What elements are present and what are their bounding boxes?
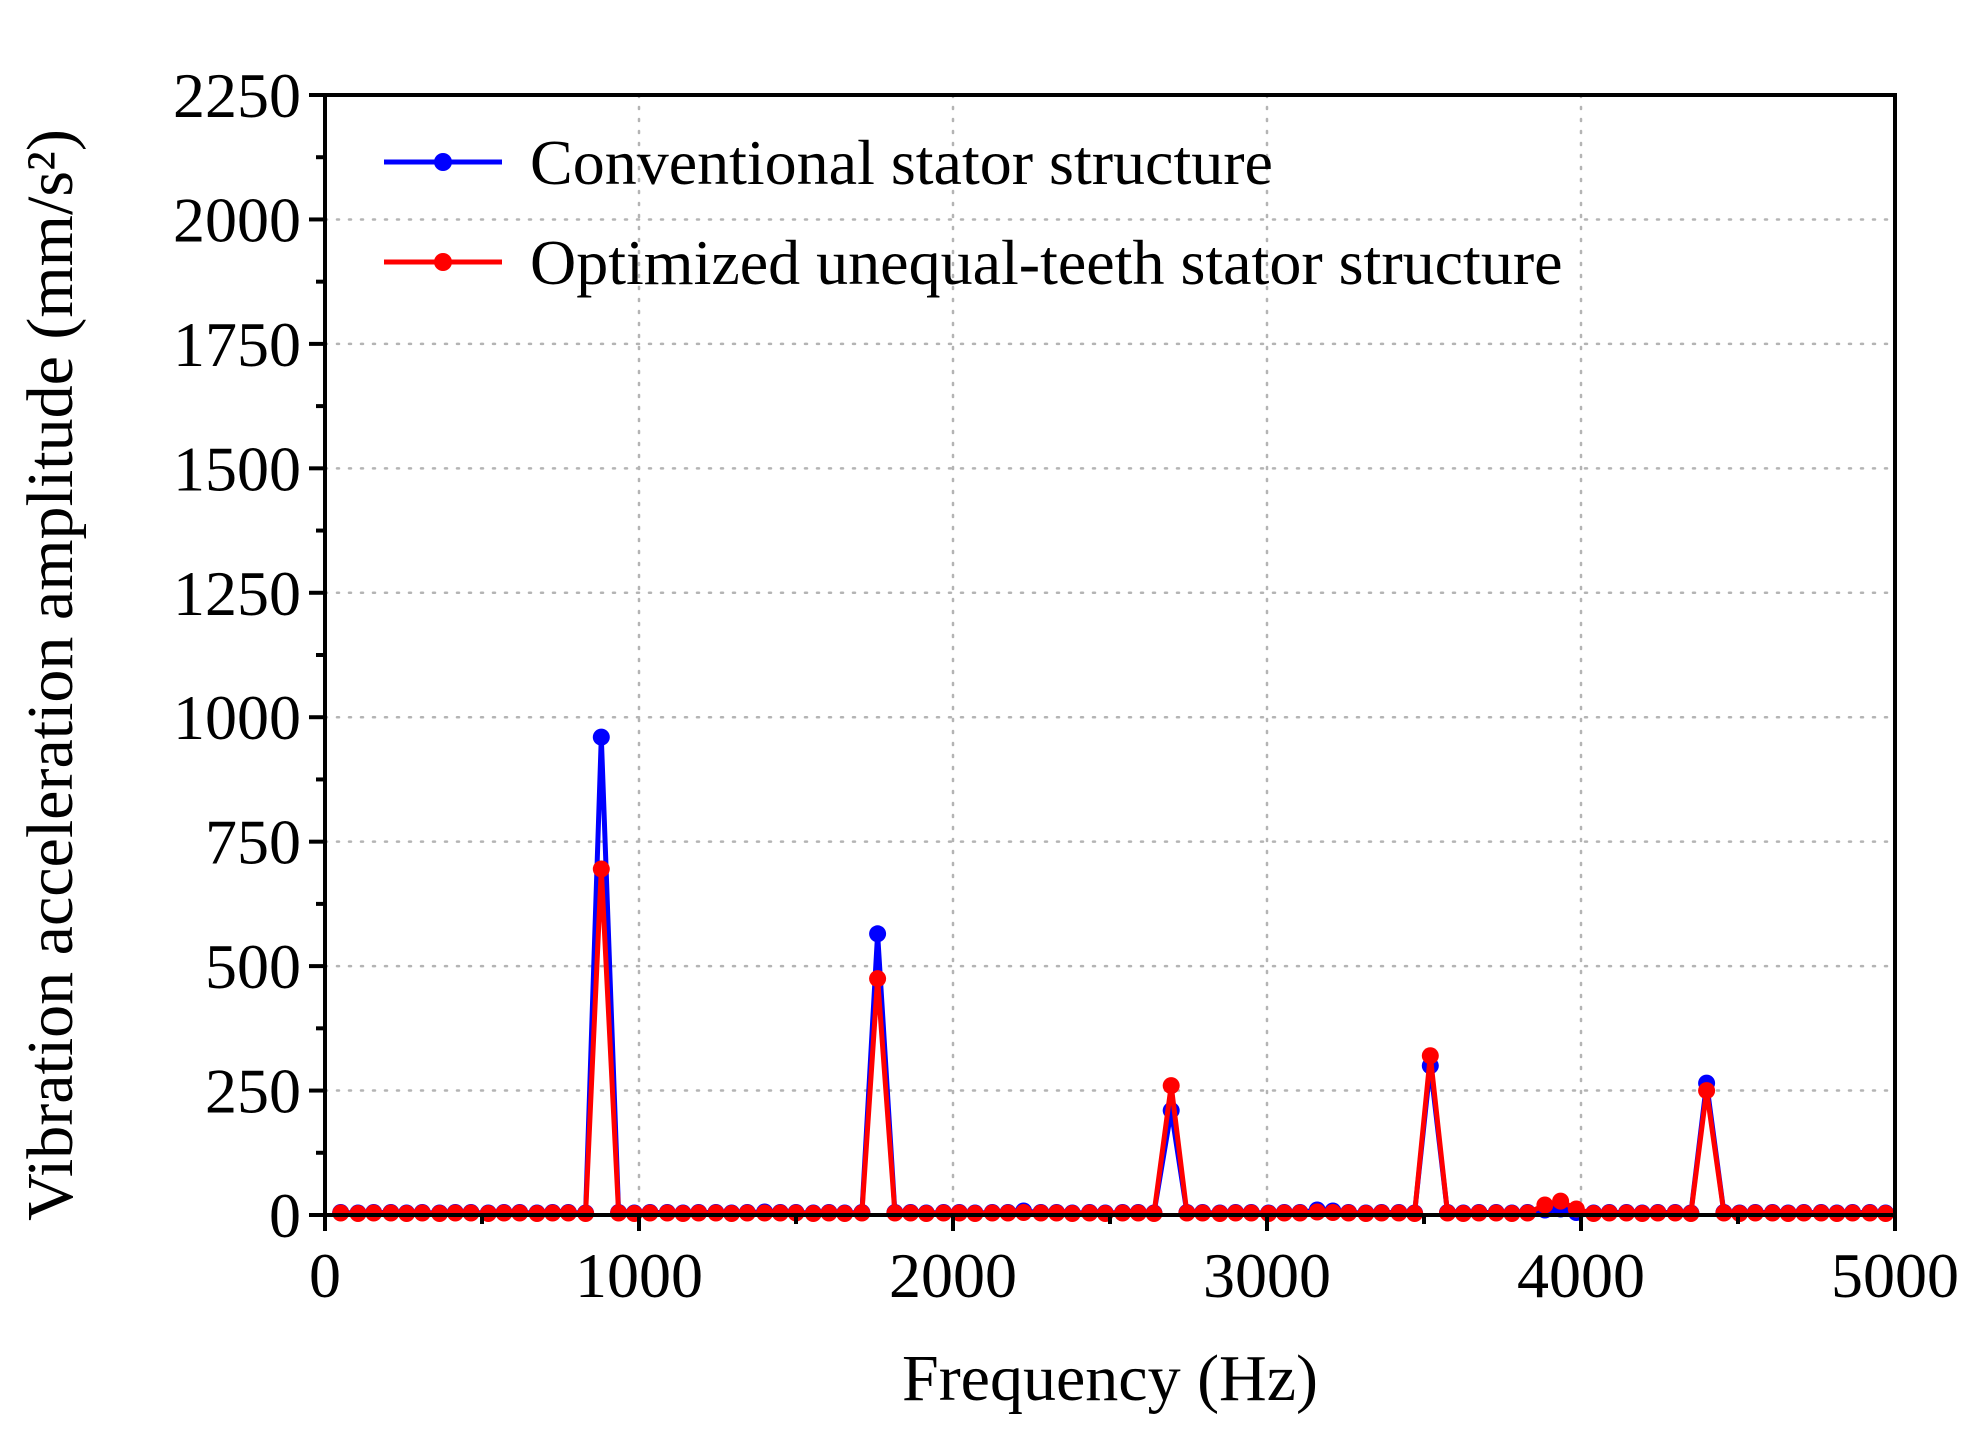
legend-swatch-marker [434,153,452,171]
data-point [592,860,610,878]
y-tick-label: 2250 [173,60,301,131]
data-point [869,925,887,943]
y-tick-label: 0 [269,1180,301,1251]
axis-ticks [309,93,1897,1231]
data-point [1015,1204,1033,1221]
series-conventional [332,728,1895,1222]
tick-labels: 0 1000 2000 3000 4000 5000 0 250 500 750 1000 1250 1… [173,60,1959,1311]
series-line [340,734,1886,1216]
data-point [1308,1203,1326,1221]
y-tick-label: 1250 [173,558,301,629]
x-tick-label: 4000 [1517,1240,1645,1311]
data-point [592,728,610,746]
x-tick-label: 3000 [1203,1240,1331,1311]
y-tick-label: 1500 [173,433,301,504]
data-point [1698,1082,1716,1100]
y-tick-label: 500 [205,931,301,1002]
y-axis-title: Vibration acceleration amplitude (mm/s²) [14,129,87,1221]
x-tick-label: 2000 [889,1240,1017,1311]
y-tick-label: 2000 [173,184,301,255]
data-point [1421,1047,1439,1065]
legend: Conventional stator structure Optimized … [384,127,1563,298]
legend-entry-optimized: Optimized unequal-teeth stator structure [384,227,1563,298]
series-optimized [332,860,1895,1222]
data-point [1162,1077,1180,1095]
data-point [1324,1204,1342,1221]
legend-label-optimized: Optimized unequal-teeth stator structure [530,227,1563,298]
y-tick-label: 1000 [173,682,301,753]
legend-label-conventional: Conventional stator structure [530,127,1273,198]
x-axis-title: Frequency (Hz) [902,1342,1318,1415]
legend-swatch-marker [434,253,452,271]
plot-series [332,728,1895,1222]
data-point [1536,1196,1554,1214]
y-tick-label: 750 [205,807,301,878]
data-point [1552,1192,1570,1210]
grid-lines [323,93,1897,1217]
y-tick-label: 250 [205,1056,301,1127]
series-line [340,866,1886,1216]
data-point [869,970,887,988]
x-tick-label: 5000 [1831,1240,1959,1311]
legend-entry-conventional: Conventional stator structure [384,127,1273,198]
x-tick-label: 1000 [575,1240,703,1311]
x-tick-label: 0 [309,1240,341,1311]
y-tick-label: 1750 [173,309,301,380]
